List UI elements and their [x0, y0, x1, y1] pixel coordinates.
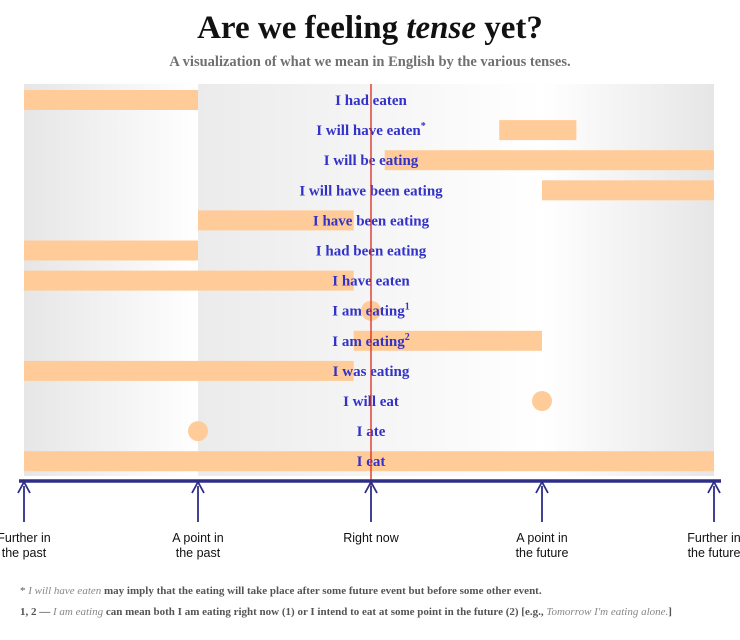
tense-label: I am eating2 — [332, 332, 410, 350]
title-text-end: yet? — [476, 10, 543, 46]
footnote-2: 1, 2 — I am eating can mean both I am ea… — [20, 606, 672, 618]
axis-label-line: Further in — [687, 531, 740, 545]
tense-dot — [532, 391, 552, 411]
tense-bar — [353, 330, 542, 351]
footnotes: * I will have eaten may imply that the e… — [20, 585, 735, 627]
axis-label-line: the future — [688, 546, 740, 560]
axis-label-line: A point in — [172, 531, 223, 545]
tense-label-text: I am eating — [332, 304, 405, 320]
tense-bar — [24, 270, 354, 291]
page-subtitle: A visualization of what we mean in Engli… — [169, 54, 571, 70]
tense-bar — [384, 150, 714, 171]
axis-label-line: Further in — [0, 531, 51, 545]
tense-bar — [542, 180, 714, 201]
axis-label: Right now — [343, 531, 400, 545]
axis-arrowhead — [707, 480, 721, 494]
axis-label-line: A point in — [516, 531, 567, 545]
tense-bar — [24, 360, 354, 381]
page-title: Are we feeling tense yet? — [0, 10, 740, 47]
tense-bar — [499, 120, 577, 141]
tense-bar — [24, 90, 198, 110]
tense-footnote-marker: * — [421, 121, 426, 132]
future-region-background — [542, 84, 714, 476]
tense-bar — [198, 210, 354, 231]
tense-footnote-marker: 1 — [405, 302, 410, 313]
tense-dot — [188, 421, 208, 442]
tense-footnote-marker: 2 — [405, 332, 410, 343]
tense-label-text: I will have eaten — [316, 123, 421, 139]
axis-label: Further in the past — [0, 531, 51, 560]
axis-arrowhead — [535, 480, 549, 494]
axis-label-line: the future — [516, 546, 569, 560]
tense-bar — [24, 240, 198, 261]
title-emphasis: tense — [406, 10, 476, 46]
tense-label: I am eating1 — [332, 302, 410, 320]
axis-label: Further in the future — [687, 531, 740, 560]
axis-label-line: the past — [176, 546, 221, 560]
footnote-1: * I will have eaten may imply that the e… — [20, 585, 542, 597]
tense-bar — [24, 451, 714, 472]
tense-label-text: I am eating — [332, 334, 405, 350]
title-text: Are we feeling — [197, 10, 407, 46]
axis-label: A point in the past — [172, 531, 223, 560]
axis-label-line: Right now — [343, 531, 400, 545]
axis-arrowhead — [191, 480, 205, 494]
axis-arrowhead — [17, 480, 31, 494]
axis-label-line: the past — [2, 546, 47, 560]
axis-label: A point in the future — [516, 531, 569, 560]
tense-label: I will have eaten* — [316, 121, 426, 139]
axis-arrowhead — [364, 480, 378, 494]
